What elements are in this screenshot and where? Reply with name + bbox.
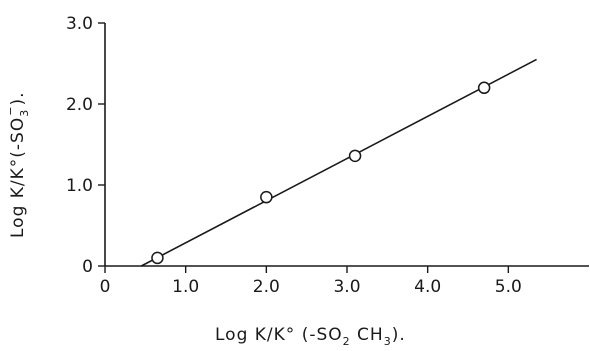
x-axis-title-subscript: 2 bbox=[343, 335, 351, 348]
x-axis-title-part: CH bbox=[351, 325, 384, 345]
x-tick-label: 5.0 bbox=[495, 277, 522, 297]
x-axis-title-subscript: 3 bbox=[384, 335, 392, 348]
data-point bbox=[260, 190, 273, 204]
x-tick-label: 0 bbox=[100, 277, 111, 297]
tick-labels: 0 1.0 2.0 3.0 4.0 5.0 0 1.0 2.0 3.0 bbox=[66, 14, 522, 297]
y-axis-title-superscript: − bbox=[4, 106, 17, 116]
data-point bbox=[348, 149, 362, 163]
y-axis-title: Log K/K°(-SO3−). bbox=[4, 92, 31, 239]
data-points bbox=[151, 81, 491, 265]
x-tick-label: 3.0 bbox=[333, 277, 360, 297]
x-tick-label: 4.0 bbox=[414, 277, 441, 297]
fit-line bbox=[140, 58, 537, 267]
y-axis-title-part: Log K/K°(-SO bbox=[8, 117, 28, 238]
data-point bbox=[477, 81, 491, 95]
y-tick-label: 3.0 bbox=[66, 14, 93, 34]
y-tick-label: 0 bbox=[82, 257, 93, 277]
x-axis-title: Log K/K° (-SO2 CH3). bbox=[215, 325, 406, 348]
y-tick-label: 1.0 bbox=[66, 176, 93, 196]
axes bbox=[98, 22, 589, 273]
x-axis-title-part: Log K/K° (-SO bbox=[215, 325, 343, 345]
data-point bbox=[151, 251, 164, 265]
x-tick-label: 2.0 bbox=[253, 277, 280, 297]
x-axis-title-part: ). bbox=[392, 325, 406, 345]
x-tick-label: 1.0 bbox=[172, 277, 199, 297]
y-axis-title-subscript: 3 bbox=[18, 109, 31, 117]
y-tick-label: 2.0 bbox=[66, 95, 93, 115]
fit-line-group bbox=[140, 58, 537, 267]
y-axis-title-part: ). bbox=[8, 92, 28, 106]
